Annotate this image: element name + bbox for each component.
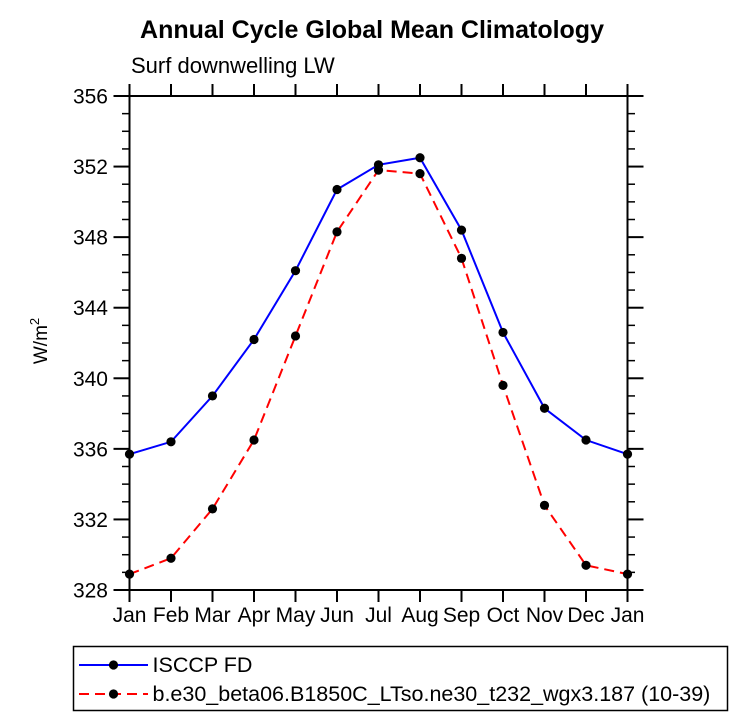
y-tick-label: 332 <box>73 509 108 532</box>
data-point <box>166 553 176 563</box>
x-tick-label: Feb <box>153 604 189 627</box>
data-point <box>581 435 591 445</box>
y-tick-label: 336 <box>73 438 108 461</box>
data-point <box>539 403 550 413</box>
x-tick-label: May <box>276 604 316 627</box>
x-tick-label: Dec <box>567 604 604 627</box>
x-tick-label: Oct <box>487 604 520 627</box>
y-tick-label: 340 <box>73 368 108 391</box>
x-tick-label: Aug <box>401 604 438 627</box>
legend-label-model: b.e30_beta06.B1850C_LTso.ne30_t232_wgx3.… <box>153 682 711 706</box>
data-point <box>456 225 467 235</box>
x-axis-ticks: Jan Feb Mar Apr May Jun Jul Aug Sep Oct Nov Dec Jan <box>113 84 645 627</box>
y-tick-label: 356 <box>73 86 108 109</box>
data-point <box>290 266 301 276</box>
data-point <box>415 169 425 179</box>
y-axis-unit-exponent: 2 <box>27 318 42 325</box>
legend-label-isccp: ISCCP FD <box>153 653 253 677</box>
page-title: Annual Cycle Global Mean Climatology <box>140 16 604 44</box>
data-point <box>207 391 218 401</box>
legend: ISCCP FD b.e30_beta06.B1850C_LTso.ne30_t… <box>72 645 729 712</box>
data-point <box>498 327 508 338</box>
data-point <box>332 227 342 237</box>
data-point <box>249 334 259 345</box>
series-line-0 <box>129 156 628 456</box>
x-tick-label: Sep <box>443 604 480 627</box>
y-axis-unit: W/m <box>31 325 52 364</box>
data-point <box>415 153 425 163</box>
x-tick-label: Apr <box>238 604 271 627</box>
data-point <box>207 504 218 514</box>
x-tick-label: Jul <box>365 604 392 627</box>
data-point <box>539 500 550 510</box>
chart-subtitle: Surf downwelling LW <box>131 53 335 78</box>
legend-box <box>72 645 729 712</box>
x-tick-label: Jun <box>320 604 354 627</box>
plot-frame <box>128 95 629 591</box>
data-point <box>249 435 259 445</box>
data-point <box>290 331 301 341</box>
x-tick-label: Jan <box>611 604 645 627</box>
y-axis-ticks: 328 332 336 340 344 348 352 356 <box>73 86 644 603</box>
legend-marker-isccp <box>108 660 119 670</box>
y-tick-label: 344 <box>73 297 108 320</box>
x-tick-label: Jan <box>113 604 147 627</box>
data-point <box>581 560 591 570</box>
y-tick-label: 328 <box>73 580 108 603</box>
series-line-1 <box>129 169 628 576</box>
data-point <box>332 184 342 195</box>
legend-marker-model <box>108 689 119 699</box>
y-tick-label: 352 <box>73 156 108 179</box>
x-tick-label: Nov <box>526 604 564 627</box>
y-axis-label: W/m2 <box>27 318 52 364</box>
data-point <box>373 165 384 175</box>
data-point <box>498 380 508 390</box>
data-point <box>166 437 176 447</box>
plot-series <box>124 153 633 579</box>
data-point <box>456 253 467 263</box>
y-tick-label: 348 <box>73 227 108 250</box>
x-tick-label: Mar <box>194 604 230 627</box>
